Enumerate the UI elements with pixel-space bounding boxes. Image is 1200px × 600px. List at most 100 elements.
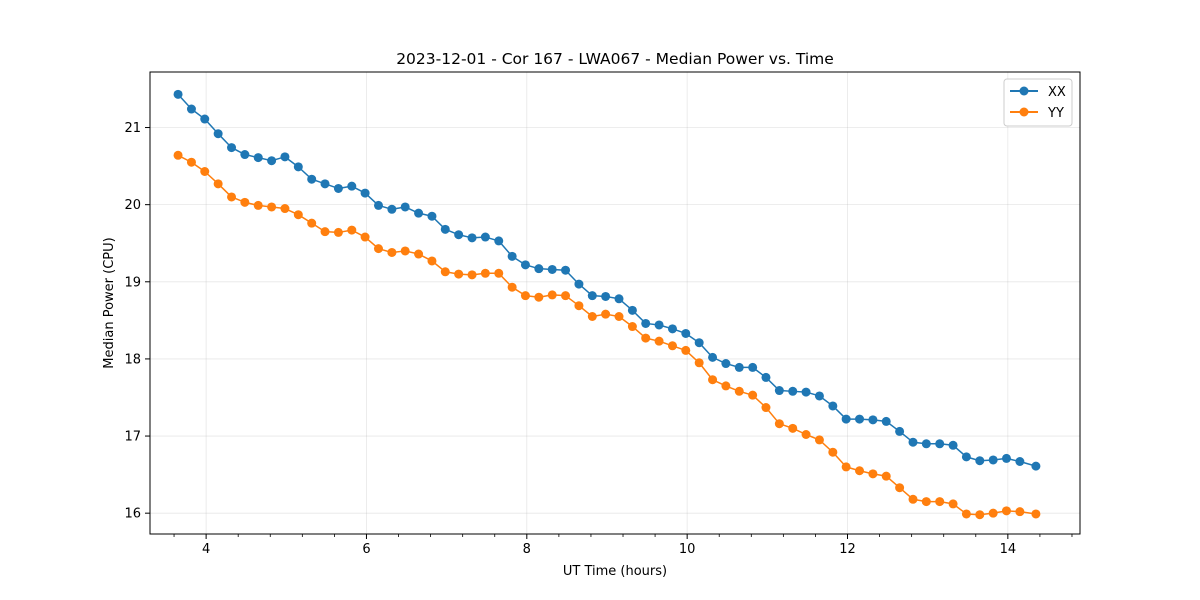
data-point-yy (841, 462, 851, 472)
data-point-yy (520, 291, 530, 301)
data-point-yy (480, 268, 490, 278)
data-point-xx (988, 455, 998, 465)
data-point-yy (654, 336, 664, 346)
data-point-xx (467, 233, 477, 243)
data-point-xx (1001, 453, 1011, 463)
data-point-yy (307, 218, 317, 228)
data-point-yy (373, 244, 383, 254)
data-point-xx (935, 439, 945, 449)
data-point-xx (213, 129, 223, 139)
data-point-xx (480, 232, 490, 242)
data-point-yy (293, 210, 303, 220)
data-point-yy (494, 268, 504, 278)
chart-title: 2023-12-01 - Cor 167 - LWA067 - Median P… (396, 50, 834, 68)
data-point-xx (748, 362, 758, 372)
data-point-xx (440, 224, 450, 234)
data-point-yy (627, 322, 637, 332)
axis-ticks: 4 6 8 10 12 14 16 17 18 19 20 21 (124, 121, 1073, 557)
data-point-yy (333, 227, 343, 237)
data-point-xx (774, 386, 784, 396)
legend: XX YY (1003, 78, 1073, 127)
data-point-xx (240, 150, 250, 160)
data-point-yy (748, 390, 758, 400)
data-point-yy (213, 179, 223, 189)
legend-label-xx: XX (1048, 85, 1066, 100)
data-point-yy (186, 157, 196, 167)
data-point-xx (200, 114, 210, 124)
data-point-yy (667, 341, 677, 351)
data-point-yy (1015, 507, 1025, 517)
data-point-xx (841, 414, 851, 424)
data-point-yy (881, 471, 891, 481)
data-point-xx (454, 230, 464, 240)
data-point-yy (868, 469, 878, 479)
data-point-yy (721, 381, 731, 391)
x-tick-label: 8 (523, 542, 531, 557)
data-point-yy (587, 311, 597, 321)
data-point-yy (561, 291, 571, 301)
data-point-xx (961, 452, 971, 462)
data-point-xx (414, 208, 424, 218)
data-point-yy (400, 246, 410, 256)
data-point-yy (814, 435, 824, 445)
data-point-xx (681, 328, 691, 338)
y-tick-label: 18 (124, 352, 141, 367)
data-point-yy (414, 249, 424, 259)
data-point-xx (667, 324, 677, 334)
data-point-xx (507, 251, 517, 261)
data-point-yy (320, 227, 330, 237)
y-tick-label: 17 (124, 430, 141, 445)
x-tick-label: 14 (1000, 542, 1017, 557)
data-point-xx (788, 386, 798, 396)
data-point-xx (561, 265, 571, 275)
x-axis-label: UT Time (hours) (563, 564, 667, 579)
data-point-xx (694, 338, 704, 348)
data-point-yy (200, 166, 210, 176)
series-yy (173, 150, 1041, 520)
data-point-xx (641, 318, 651, 328)
data-point-yy (988, 508, 998, 518)
data-point-xx (574, 279, 584, 289)
x-tick-label: 4 (202, 542, 210, 557)
data-point-yy (921, 497, 931, 507)
y-tick-label: 19 (124, 275, 141, 290)
data-point-xx (347, 181, 357, 191)
x-tick-label: 10 (679, 542, 696, 557)
data-point-yy (1001, 506, 1011, 516)
data-point-xx (855, 414, 865, 424)
x-tick-label: 12 (839, 542, 856, 557)
data-point-yy (534, 292, 544, 302)
data-point-yy (467, 270, 477, 280)
data-point-xx (908, 437, 918, 447)
data-point-xx (881, 416, 891, 426)
data-point-xx (320, 179, 330, 189)
data-point-xx (360, 188, 370, 198)
data-point-yy (641, 333, 651, 343)
series-layer (173, 89, 1041, 520)
data-point-xx (400, 202, 410, 212)
data-point-yy (734, 386, 744, 396)
data-point-yy (574, 301, 584, 311)
data-point-xx (1015, 456, 1025, 466)
data-point-xx (814, 391, 824, 401)
data-point-xx (828, 401, 838, 411)
data-point-yy (280, 204, 290, 214)
data-point-yy (360, 232, 370, 242)
data-point-xx (494, 236, 504, 246)
data-point-yy (961, 509, 971, 519)
data-point-xx (307, 174, 317, 184)
data-point-yy (895, 483, 905, 493)
data-point-xx (761, 372, 771, 382)
data-point-xx (708, 352, 718, 362)
data-point-xx (734, 362, 744, 372)
data-point-yy (387, 247, 397, 257)
data-point-xx (173, 89, 183, 99)
data-point-xx (547, 264, 557, 274)
series-xx (173, 89, 1041, 471)
legend-label-yy: YY (1047, 106, 1064, 121)
y-axis-label: Median Power (CPU) (102, 237, 117, 368)
data-point-yy (801, 430, 811, 440)
data-point-yy (227, 192, 237, 202)
